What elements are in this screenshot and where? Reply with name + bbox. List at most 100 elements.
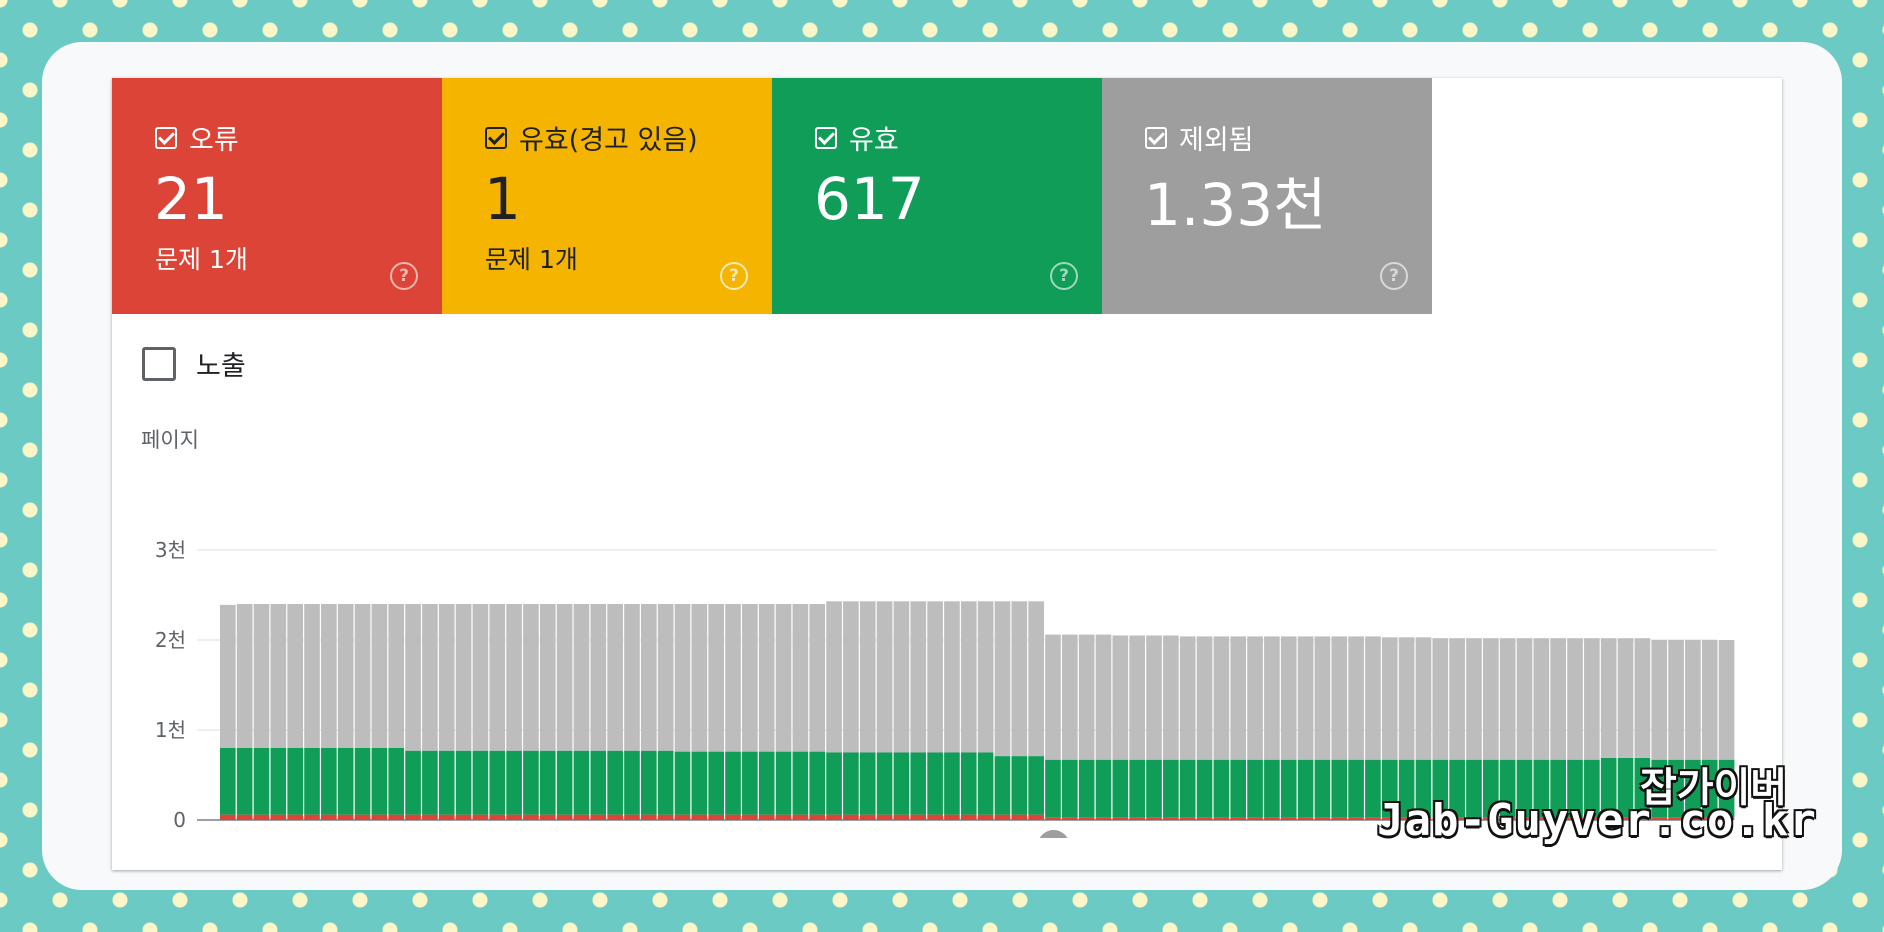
bar-excluded <box>1213 636 1230 760</box>
card-excluded-header: 제외됨 <box>1145 118 1254 157</box>
bar-excluded <box>1247 636 1263 760</box>
bar-valid <box>1129 759 1145 818</box>
bar-error <box>1651 817 1668 820</box>
help-icon[interactable]: ? <box>390 262 418 290</box>
bar-valid <box>977 752 994 815</box>
bar-valid <box>472 750 489 815</box>
bar-error <box>1280 817 1297 820</box>
bar-excluded <box>758 604 775 752</box>
bar-error <box>742 814 758 820</box>
bar-error <box>590 814 607 820</box>
bar-error <box>843 814 859 820</box>
card-warning[interactable]: 유효(경고 있음) 1 문제 1개 ? <box>442 78 772 314</box>
bar-excluded <box>337 604 354 748</box>
bar-valid <box>236 748 253 815</box>
bar-error <box>1028 814 1044 820</box>
bar-excluded <box>236 604 253 748</box>
bar-excluded <box>1449 638 1465 760</box>
bar-valid <box>624 750 640 815</box>
bar-valid <box>422 750 438 815</box>
checkbox-checked-icon[interactable] <box>485 126 507 149</box>
bar-valid <box>843 752 859 815</box>
bar-excluded <box>1499 638 1516 760</box>
bar-valid <box>388 748 405 815</box>
bar-valid <box>371 748 388 815</box>
help-icon[interactable]: ? <box>720 262 748 290</box>
bar-excluded <box>1381 637 1398 760</box>
bar-error <box>1415 817 1432 820</box>
help-icon[interactable]: ? <box>1050 262 1078 290</box>
bar-valid <box>1314 759 1331 818</box>
bar-valid <box>220 748 236 815</box>
bar-error <box>1381 817 1398 820</box>
bar-excluded <box>573 604 590 751</box>
bar-error <box>354 814 371 820</box>
checkbox-unchecked-icon[interactable] <box>142 346 176 381</box>
bar-excluded <box>1668 640 1684 760</box>
bar-error <box>1348 817 1364 820</box>
bar-valid <box>657 750 674 815</box>
bar-valid <box>1634 757 1651 818</box>
bar-error <box>1516 817 1533 820</box>
bar-excluded <box>523 604 539 751</box>
bar-error <box>220 814 236 820</box>
bar-error <box>1550 817 1566 820</box>
checkbox-checked-icon[interactable] <box>815 126 837 149</box>
bar-valid <box>1600 757 1617 818</box>
bar-error <box>876 814 893 820</box>
card-warning-sub: 문제 1개 <box>485 245 578 274</box>
bar-valid <box>1196 759 1213 818</box>
card-valid-label: 유효 <box>849 125 899 156</box>
bar-excluded <box>1163 635 1179 760</box>
bar-valid <box>1348 759 1364 818</box>
bar-valid <box>556 750 573 815</box>
bar-excluded <box>994 601 1011 757</box>
bar-error <box>1179 817 1196 820</box>
bar-error <box>792 814 809 820</box>
bar-excluded <box>859 601 876 753</box>
bar-error <box>1331 817 1348 820</box>
bar-excluded <box>809 604 826 752</box>
bar-excluded <box>371 604 388 748</box>
bar-excluded <box>1600 638 1617 758</box>
bar-error <box>1365 817 1381 820</box>
bar-error <box>994 814 1011 820</box>
card-excluded[interactable]: 제외됨 1.33천 ? <box>1102 78 1432 314</box>
bar-error <box>1314 817 1331 820</box>
bar-excluded <box>539 604 556 751</box>
bar-error <box>1146 817 1162 820</box>
checkbox-checked-icon[interactable] <box>1145 126 1167 149</box>
bar-valid <box>1466 759 1482 818</box>
annotation-label: 1 <box>1047 837 1060 838</box>
bar-error <box>1163 817 1179 820</box>
bar-valid <box>489 750 506 815</box>
bar-error <box>1264 817 1280 820</box>
card-error[interactable]: 오류 21 문제 1개 ? <box>112 78 442 314</box>
bar-valid <box>859 752 876 815</box>
bar-error <box>422 814 438 820</box>
bar-error <box>287 814 303 820</box>
bar-excluded <box>893 601 910 753</box>
card-valid-header: 유효 <box>815 118 899 157</box>
card-error-header: 오류 <box>155 118 239 157</box>
bar-valid <box>1398 759 1415 818</box>
bar-excluded <box>1331 636 1348 760</box>
bar-excluded <box>455 604 472 751</box>
bar-valid <box>1499 759 1516 818</box>
bar-error <box>556 814 573 820</box>
bar-excluded <box>1112 635 1129 760</box>
bar-valid <box>253 748 270 815</box>
bar-valid <box>1449 759 1465 818</box>
card-warning-label: 유효(경고 있음) <box>519 125 698 156</box>
bar-valid <box>893 752 910 815</box>
impressions-toggle[interactable]: 노출 <box>142 344 246 383</box>
bar-excluded <box>674 604 691 752</box>
card-valid[interactable]: 유효 617 ? <box>772 78 1102 314</box>
bar-excluded <box>1567 638 1583 760</box>
bar-excluded <box>775 604 792 752</box>
bar-error <box>826 814 842 820</box>
bar-excluded <box>270 604 287 748</box>
bar-error <box>674 814 691 820</box>
help-icon[interactable]: ? <box>1380 262 1408 290</box>
checkbox-checked-icon[interactable] <box>155 126 177 149</box>
